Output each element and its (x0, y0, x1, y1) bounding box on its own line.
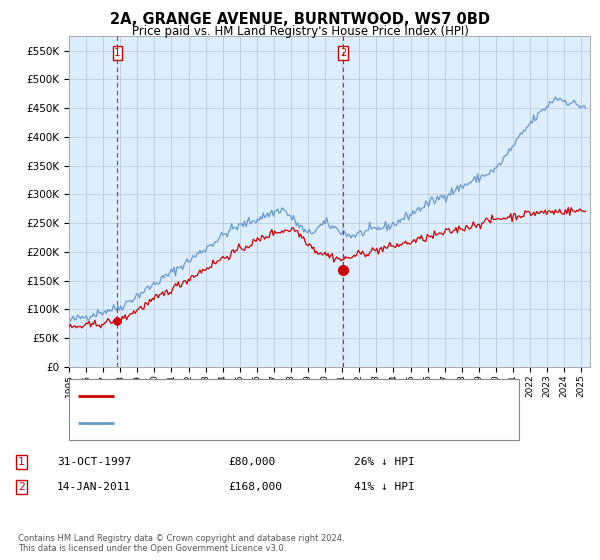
Text: 31-OCT-1997: 31-OCT-1997 (57, 457, 131, 467)
Text: £80,000: £80,000 (228, 457, 275, 467)
Text: 2: 2 (340, 48, 346, 58)
Text: 1: 1 (114, 48, 121, 58)
Text: 2A, GRANGE AVENUE, BURNTWOOD, WS7 0BD (detached house): 2A, GRANGE AVENUE, BURNTWOOD, WS7 0BD (d… (120, 391, 457, 401)
Text: £168,000: £168,000 (228, 482, 282, 492)
Text: 41% ↓ HPI: 41% ↓ HPI (354, 482, 415, 492)
Text: 1: 1 (18, 457, 25, 467)
Text: Price paid vs. HM Land Registry's House Price Index (HPI): Price paid vs. HM Land Registry's House … (131, 25, 469, 38)
Text: HPI: Average price, detached house, Lichfield: HPI: Average price, detached house, Lich… (120, 418, 357, 428)
Text: Contains HM Land Registry data © Crown copyright and database right 2024.
This d: Contains HM Land Registry data © Crown c… (18, 534, 344, 553)
Text: 2A, GRANGE AVENUE, BURNTWOOD, WS7 0BD: 2A, GRANGE AVENUE, BURNTWOOD, WS7 0BD (110, 12, 490, 27)
Text: 26% ↓ HPI: 26% ↓ HPI (354, 457, 415, 467)
Text: 14-JAN-2011: 14-JAN-2011 (57, 482, 131, 492)
Text: 2: 2 (18, 482, 25, 492)
